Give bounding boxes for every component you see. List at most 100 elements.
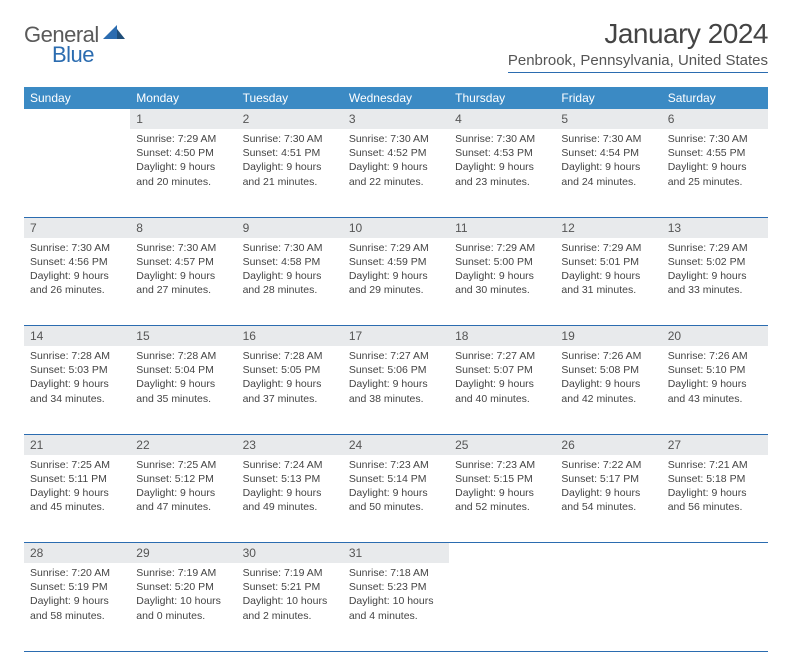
day-cell: Sunrise: 7:18 AMSunset: 5:23 PMDaylight:…	[343, 563, 449, 651]
day-cell-content: Sunrise: 7:30 AMSunset: 4:53 PMDaylight:…	[449, 129, 555, 195]
day-number-cell: 11	[449, 217, 555, 238]
logo-blue-wrap: Blue	[24, 42, 94, 68]
day-cell: Sunrise: 7:29 AMSunset: 5:01 PMDaylight:…	[555, 238, 661, 326]
day-number-cell: 1	[130, 109, 236, 129]
day-cell-content: Sunrise: 7:29 AMSunset: 4:59 PMDaylight:…	[343, 238, 449, 304]
weekday-header: Wednesday	[343, 87, 449, 109]
day-number-cell: 7	[24, 217, 130, 238]
day-number-cell: 29	[130, 543, 236, 564]
day-cell: Sunrise: 7:30 AMSunset: 4:51 PMDaylight:…	[237, 129, 343, 217]
day-cell: Sunrise: 7:30 AMSunset: 4:58 PMDaylight:…	[237, 238, 343, 326]
weekday-header: Friday	[555, 87, 661, 109]
calendar-table: SundayMondayTuesdayWednesdayThursdayFrid…	[24, 87, 768, 652]
day-number-cell: 18	[449, 326, 555, 347]
day-number-cell	[555, 543, 661, 564]
day-cell-content: Sunrise: 7:29 AMSunset: 4:50 PMDaylight:…	[130, 129, 236, 195]
day-cell-content: Sunrise: 7:19 AMSunset: 5:21 PMDaylight:…	[237, 563, 343, 629]
day-cell: Sunrise: 7:23 AMSunset: 5:14 PMDaylight:…	[343, 455, 449, 543]
day-number-cell: 6	[662, 109, 768, 129]
weekday-header: Thursday	[449, 87, 555, 109]
day-number-cell: 28	[24, 543, 130, 564]
day-cell: Sunrise: 7:29 AMSunset: 4:59 PMDaylight:…	[343, 238, 449, 326]
day-number-cell: 12	[555, 217, 661, 238]
day-cell: Sunrise: 7:21 AMSunset: 5:18 PMDaylight:…	[662, 455, 768, 543]
day-cell-content: Sunrise: 7:21 AMSunset: 5:18 PMDaylight:…	[662, 455, 768, 521]
calendar-body: 123456Sunrise: 7:29 AMSunset: 4:50 PMDay…	[24, 109, 768, 651]
day-cell: Sunrise: 7:29 AMSunset: 5:02 PMDaylight:…	[662, 238, 768, 326]
day-number-row: 28293031	[24, 543, 768, 564]
day-cell: Sunrise: 7:25 AMSunset: 5:11 PMDaylight:…	[24, 455, 130, 543]
day-content-row: Sunrise: 7:30 AMSunset: 4:56 PMDaylight:…	[24, 238, 768, 326]
logo-triangle-icon	[103, 23, 125, 44]
day-number-cell: 2	[237, 109, 343, 129]
day-cell: Sunrise: 7:30 AMSunset: 4:57 PMDaylight:…	[130, 238, 236, 326]
header: General January 2024 Penbrook, Pennsylva…	[24, 18, 768, 73]
calendar-header-row: SundayMondayTuesdayWednesdayThursdayFrid…	[24, 87, 768, 109]
day-cell: Sunrise: 7:19 AMSunset: 5:20 PMDaylight:…	[130, 563, 236, 651]
day-number-cell	[24, 109, 130, 129]
day-cell-content: Sunrise: 7:28 AMSunset: 5:05 PMDaylight:…	[237, 346, 343, 412]
day-number-cell: 15	[130, 326, 236, 347]
day-number-cell: 9	[237, 217, 343, 238]
day-cell-content: Sunrise: 7:22 AMSunset: 5:17 PMDaylight:…	[555, 455, 661, 521]
day-number-cell: 26	[555, 434, 661, 455]
day-cell: Sunrise: 7:22 AMSunset: 5:17 PMDaylight:…	[555, 455, 661, 543]
day-cell: Sunrise: 7:29 AMSunset: 5:00 PMDaylight:…	[449, 238, 555, 326]
day-cell: Sunrise: 7:30 AMSunset: 4:52 PMDaylight:…	[343, 129, 449, 217]
day-number-cell: 13	[662, 217, 768, 238]
weekday-header: Saturday	[662, 87, 768, 109]
day-cell-content: Sunrise: 7:26 AMSunset: 5:08 PMDaylight:…	[555, 346, 661, 412]
day-cell: Sunrise: 7:26 AMSunset: 5:10 PMDaylight:…	[662, 346, 768, 434]
day-cell: Sunrise: 7:30 AMSunset: 4:55 PMDaylight:…	[662, 129, 768, 217]
day-cell: Sunrise: 7:23 AMSunset: 5:15 PMDaylight:…	[449, 455, 555, 543]
day-cell-content: Sunrise: 7:23 AMSunset: 5:14 PMDaylight:…	[343, 455, 449, 521]
day-cell: Sunrise: 7:20 AMSunset: 5:19 PMDaylight:…	[24, 563, 130, 651]
day-cell: Sunrise: 7:25 AMSunset: 5:12 PMDaylight:…	[130, 455, 236, 543]
day-number-cell: 25	[449, 434, 555, 455]
day-cell	[449, 563, 555, 651]
day-cell: Sunrise: 7:19 AMSunset: 5:21 PMDaylight:…	[237, 563, 343, 651]
day-number-cell: 27	[662, 434, 768, 455]
day-cell: Sunrise: 7:28 AMSunset: 5:05 PMDaylight:…	[237, 346, 343, 434]
day-content-row: Sunrise: 7:29 AMSunset: 4:50 PMDaylight:…	[24, 129, 768, 217]
day-cell	[555, 563, 661, 651]
day-cell: Sunrise: 7:27 AMSunset: 5:06 PMDaylight:…	[343, 346, 449, 434]
day-number-cell: 5	[555, 109, 661, 129]
day-cell-content: Sunrise: 7:19 AMSunset: 5:20 PMDaylight:…	[130, 563, 236, 629]
day-number-cell: 20	[662, 326, 768, 347]
month-title: January 2024	[508, 18, 768, 50]
day-cell-content: Sunrise: 7:24 AMSunset: 5:13 PMDaylight:…	[237, 455, 343, 521]
day-cell-content: Sunrise: 7:28 AMSunset: 5:04 PMDaylight:…	[130, 346, 236, 412]
day-number-cell: 31	[343, 543, 449, 564]
logo-text-blue: Blue	[52, 42, 94, 67]
weekday-header: Sunday	[24, 87, 130, 109]
day-number-cell: 30	[237, 543, 343, 564]
title-block: January 2024 Penbrook, Pennsylvania, Uni…	[508, 18, 768, 73]
day-cell-content: Sunrise: 7:26 AMSunset: 5:10 PMDaylight:…	[662, 346, 768, 412]
day-number-row: 14151617181920	[24, 326, 768, 347]
day-number-cell: 17	[343, 326, 449, 347]
day-cell: Sunrise: 7:28 AMSunset: 5:04 PMDaylight:…	[130, 346, 236, 434]
day-cell-content: Sunrise: 7:30 AMSunset: 4:57 PMDaylight:…	[130, 238, 236, 304]
day-cell-content: Sunrise: 7:30 AMSunset: 4:51 PMDaylight:…	[237, 129, 343, 195]
day-cell: Sunrise: 7:28 AMSunset: 5:03 PMDaylight:…	[24, 346, 130, 434]
day-cell: Sunrise: 7:26 AMSunset: 5:08 PMDaylight:…	[555, 346, 661, 434]
day-number-cell	[662, 543, 768, 564]
day-number-cell: 3	[343, 109, 449, 129]
day-cell-content: Sunrise: 7:25 AMSunset: 5:12 PMDaylight:…	[130, 455, 236, 521]
day-cell: Sunrise: 7:30 AMSunset: 4:54 PMDaylight:…	[555, 129, 661, 217]
day-number-cell: 4	[449, 109, 555, 129]
day-cell-content: Sunrise: 7:23 AMSunset: 5:15 PMDaylight:…	[449, 455, 555, 521]
day-cell-content: Sunrise: 7:27 AMSunset: 5:07 PMDaylight:…	[449, 346, 555, 412]
day-cell-content: Sunrise: 7:30 AMSunset: 4:54 PMDaylight:…	[555, 129, 661, 195]
day-cell-content: Sunrise: 7:18 AMSunset: 5:23 PMDaylight:…	[343, 563, 449, 629]
day-cell: Sunrise: 7:30 AMSunset: 4:56 PMDaylight:…	[24, 238, 130, 326]
day-cell: Sunrise: 7:27 AMSunset: 5:07 PMDaylight:…	[449, 346, 555, 434]
day-cell	[24, 129, 130, 217]
day-cell: Sunrise: 7:24 AMSunset: 5:13 PMDaylight:…	[237, 455, 343, 543]
day-number-cell: 19	[555, 326, 661, 347]
day-content-row: Sunrise: 7:20 AMSunset: 5:19 PMDaylight:…	[24, 563, 768, 651]
day-number-cell: 16	[237, 326, 343, 347]
day-number-cell: 23	[237, 434, 343, 455]
day-number-cell: 24	[343, 434, 449, 455]
